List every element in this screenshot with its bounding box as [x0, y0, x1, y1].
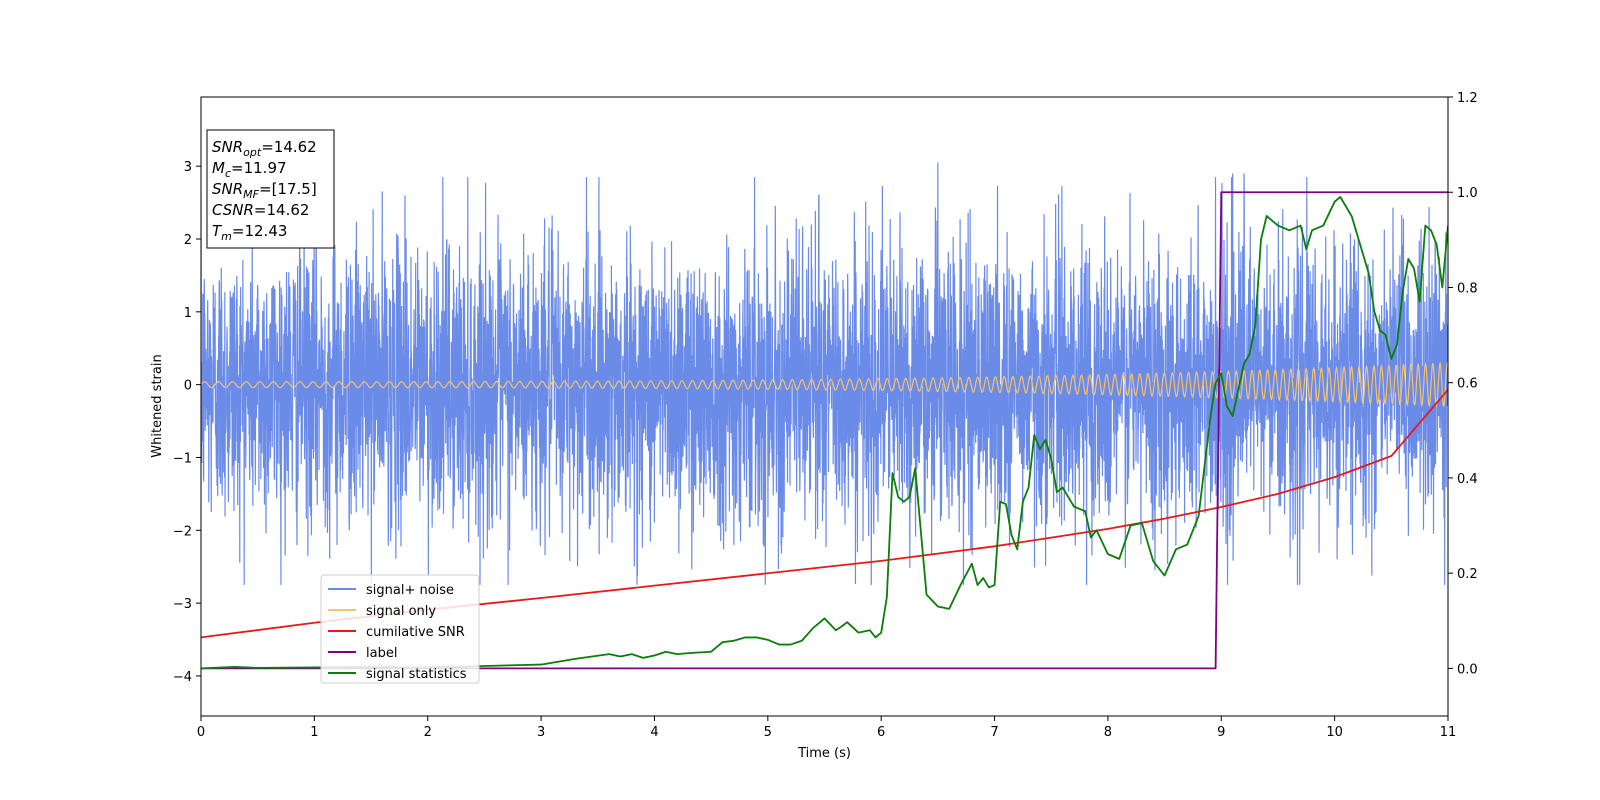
- annotation-line: Mc=11.97: [212, 159, 287, 180]
- x-tick-label: 9: [1217, 725, 1225, 740]
- series-signal-only-line: [201, 361, 1448, 408]
- legend-label: cumilative SNR: [366, 625, 465, 640]
- annotation-frame: [206, 129, 335, 249]
- y-tick-label: 0: [184, 379, 192, 394]
- annotation-line: Tm=12.43: [212, 222, 287, 243]
- series-label-line: [201, 191, 1448, 670]
- x-tick-label: 3: [537, 725, 545, 740]
- x-tick-label: 0: [197, 725, 205, 740]
- y-tick-label: −3: [173, 597, 192, 612]
- x-tick-label: 4: [650, 725, 658, 740]
- legend-label: signal only: [366, 604, 436, 619]
- series-signal-noise-line: [201, 162, 1448, 585]
- annotation-box: SNRopt=14.62Mc=11.97SNRMF=[17.5]CSNR=14.…: [206, 129, 335, 249]
- y2-tick-label: 1.0: [1457, 186, 1478, 201]
- legend-label: signal statistics: [366, 667, 467, 682]
- y-tick-label: −1: [173, 451, 192, 466]
- legend-label: label: [366, 646, 397, 661]
- x-tick-label: 1: [310, 725, 318, 740]
- x-axis-label: Time (s): [797, 746, 851, 761]
- y-axis-label: Whitened strain: [150, 354, 165, 457]
- x-tick-label: 8: [1104, 725, 1112, 740]
- x-tick-label: 2: [424, 725, 432, 740]
- legend-frame: [320, 574, 480, 684]
- y2-tick-label: 0.8: [1457, 281, 1478, 296]
- y-tick-label: 2: [184, 233, 192, 248]
- y2-tick-label: 0.0: [1457, 662, 1478, 677]
- x-tick-label: 5: [764, 725, 772, 740]
- y2-tick-label: 0.6: [1457, 377, 1478, 392]
- y2-tick-label: 0.4: [1457, 472, 1478, 487]
- y2-tick-label: 0.2: [1457, 567, 1478, 582]
- x-tick-label: 7: [990, 725, 998, 740]
- annotation-line: SNRMF=[17.5]: [212, 180, 317, 201]
- x-tick-label: 10: [1326, 725, 1343, 740]
- series-cumilative-snr-line: [201, 389, 1448, 639]
- annotation-line: SNRopt=14.62: [212, 138, 317, 159]
- x-tick-label: 6: [877, 725, 885, 740]
- x-tick-label: 11: [1440, 725, 1457, 740]
- legend-label: signal+ noise: [366, 583, 454, 598]
- series-layer: [201, 162, 1448, 670]
- annotation-line: CSNR=14.62: [212, 201, 309, 219]
- axes-layer: 0 1 2 3 4 5 6 7 8 9 10 11 −4 −3 −2 −1 0 1 2 3 0.0 0.2 0.4 0.6 0.…: [173, 91, 1478, 740]
- legend: signal+ noise signal only cumilative SNR la…: [320, 574, 480, 684]
- plot-frame: [200, 96, 1449, 717]
- series-signal-statistics-line: [201, 196, 1448, 670]
- y2-tick-label: 1.2: [1457, 91, 1478, 106]
- y-tick-label: −2: [173, 524, 192, 539]
- y-tick-label: 3: [184, 160, 192, 175]
- y-tick-label: −4: [173, 670, 192, 685]
- y-tick-label: 1: [184, 306, 192, 321]
